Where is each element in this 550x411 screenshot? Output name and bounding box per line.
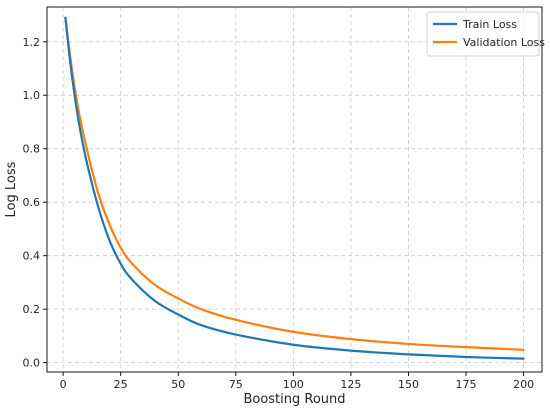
x-tick-label: 175: [456, 378, 477, 391]
legend-label: Train Loss: [462, 18, 517, 31]
x-tick-label: 0: [60, 378, 67, 391]
x-tick-label: 75: [229, 378, 243, 391]
legend-label: Validation Loss: [463, 36, 545, 49]
y-tick-label: 1.0: [23, 89, 41, 102]
axis-ticks: 0 25 50 75 100 125 150 175 200 0.0 0.2 0.4 0.6 0.8 1.0…: [23, 36, 535, 391]
x-tick-label: 25: [114, 378, 128, 391]
x-tick-label: 50: [171, 378, 185, 391]
y-tick-label: 0.4: [23, 250, 41, 263]
y-axis-label: Log Loss: [4, 161, 19, 217]
grid: [47, 7, 542, 372]
y-tick-label: 0.2: [23, 303, 41, 316]
x-tick-label: 200: [513, 378, 534, 391]
y-tick-label: 0.8: [23, 143, 41, 156]
y-tick-label: 1.2: [23, 36, 41, 49]
series-line-train-loss: [64, 16, 525, 360]
x-tick-label: 100: [283, 378, 304, 391]
series-line-validation-loss: [64, 16, 525, 351]
x-tick-label: 125: [340, 378, 361, 391]
legend: Train Loss Validation Loss: [426, 11, 545, 57]
x-axis-label: Boosting Round: [243, 392, 345, 407]
plot-frame: [46, 6, 543, 373]
y-tick-label: 0.0: [23, 357, 41, 370]
x-tick-label: 150: [398, 378, 419, 391]
y-tick-label: 0.6: [23, 196, 41, 209]
series-lines: [64, 16, 525, 360]
